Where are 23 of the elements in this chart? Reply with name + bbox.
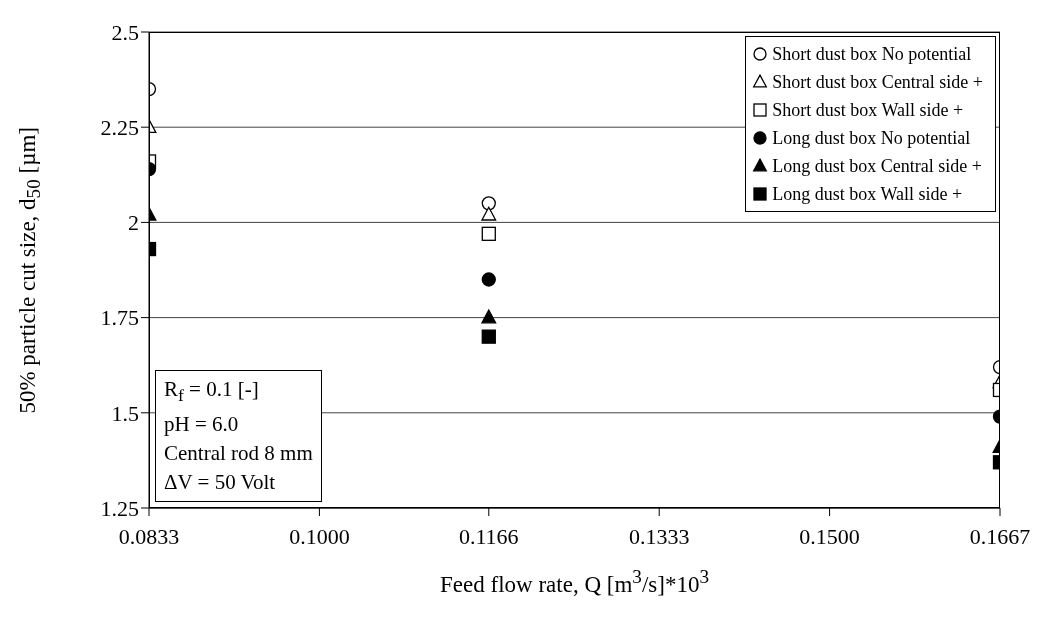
annotation: Central rod 8 mm bbox=[164, 440, 313, 467]
x-tick-label: 0.0833 bbox=[118, 523, 180, 549]
annotation: ΔV = 50 Volt bbox=[164, 469, 277, 496]
y-tick-label: 2.5 bbox=[111, 19, 139, 45]
y-tick-label: 1.5 bbox=[111, 400, 139, 426]
x-tick-label: 0.1166 bbox=[458, 523, 519, 549]
legend-label: Long dust box No potential bbox=[772, 127, 971, 150]
legend-label: Long dust box Wall side + bbox=[772, 183, 963, 206]
legend-label: Short dust box Central side + bbox=[772, 71, 983, 94]
x-axis-title: Feed flow rate, Q [m$^{3}$/s]*10$^{3}$ bbox=[439, 566, 710, 598]
x-tick-label: 0.1500 bbox=[799, 523, 860, 549]
annotation: pH = 6.0 bbox=[164, 411, 240, 438]
y-tick-label: 2 bbox=[128, 210, 139, 236]
x-tick-label: 0.1000 bbox=[289, 523, 350, 549]
annotation: R$_{f}$ = 0.1 [-] bbox=[164, 375, 260, 407]
legend-label: Short dust box No potential bbox=[772, 43, 972, 66]
x-tick-label: 0.1333 bbox=[628, 523, 690, 549]
legend-label: Long dust box Central side + bbox=[772, 155, 982, 178]
x-tick-label: 0.1667 bbox=[969, 523, 1031, 549]
y-tick-label: 1.75 bbox=[100, 305, 139, 331]
legend-label: Short dust box Wall side + bbox=[772, 99, 964, 122]
y-tick-label: 1.25 bbox=[100, 495, 139, 521]
y-tick-label: 2.25 bbox=[100, 115, 139, 141]
